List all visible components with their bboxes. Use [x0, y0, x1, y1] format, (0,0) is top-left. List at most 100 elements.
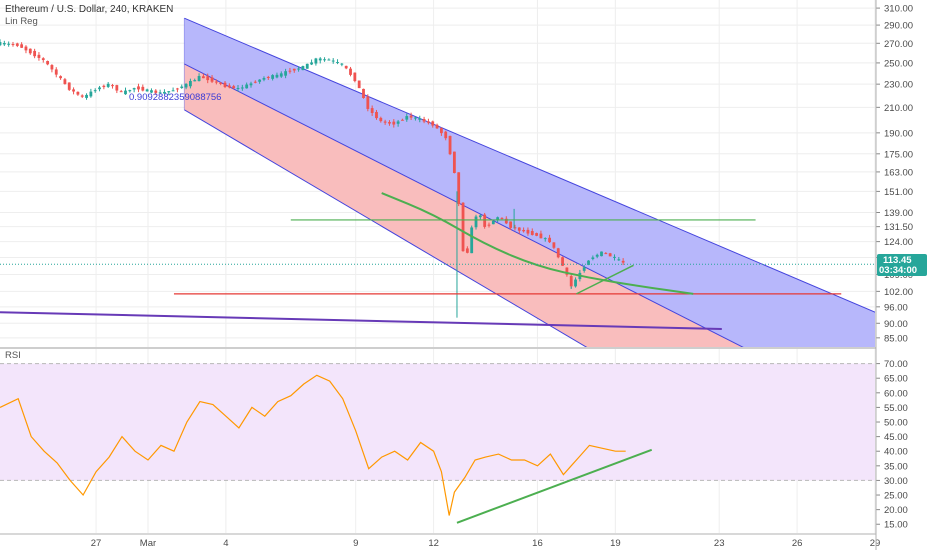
candle-body — [76, 91, 80, 95]
candle-body — [448, 135, 452, 155]
price-tick-label: 250.00 — [884, 58, 913, 69]
candle-body — [253, 81, 257, 83]
candle-body — [526, 229, 530, 234]
candle-body — [63, 79, 67, 85]
candle-body — [431, 121, 435, 126]
candle-body — [604, 253, 608, 255]
candle-body — [621, 260, 625, 263]
candle-body — [418, 118, 422, 120]
candle-body — [569, 276, 573, 287]
candle-body — [608, 253, 612, 257]
indicator-label: Lin Reg — [5, 16, 38, 27]
candle-body — [180, 86, 184, 89]
candle-body — [548, 237, 551, 243]
price-tick-label: 163.00 — [884, 167, 913, 178]
price-tick-label: 270.00 — [884, 39, 913, 50]
price-tick-label: 85.00 — [884, 333, 908, 344]
candle-body — [7, 43, 11, 45]
rsi-tick-label: 60.00 — [884, 388, 908, 399]
candle-body — [232, 86, 236, 89]
candle-body — [513, 227, 517, 229]
candle-body — [11, 44, 15, 46]
candle-body — [600, 251, 603, 257]
candle-body — [509, 221, 513, 228]
time-tick-label: Mar — [140, 538, 156, 549]
candle-body — [115, 85, 119, 91]
candle-body — [539, 233, 543, 239]
candle-body — [336, 62, 339, 64]
time-tick-label: 4 — [223, 538, 228, 549]
rsi-series — [0, 374, 653, 524]
candle-body — [388, 122, 391, 124]
candle-body — [292, 68, 296, 71]
candle-body — [565, 267, 569, 275]
candle-body — [314, 58, 318, 64]
candle-body — [184, 83, 188, 88]
candle-body — [171, 90, 175, 92]
candle-body — [197, 76, 201, 82]
candle-body — [444, 131, 448, 139]
candle-body — [262, 78, 266, 80]
trendline-purple — [0, 311, 722, 331]
candle-body — [297, 68, 300, 70]
candle-body — [504, 218, 508, 224]
candle-body — [266, 76, 270, 78]
rsi-tick-label: 15.00 — [884, 520, 908, 531]
candle-body — [214, 81, 218, 83]
rsi-tick-label: 45.00 — [884, 432, 908, 443]
price-tick-label: 230.00 — [884, 80, 913, 91]
price-tick-label: 151.00 — [884, 187, 913, 198]
rsi-tick-label: 50.00 — [884, 418, 908, 429]
candle-body — [383, 121, 387, 123]
price-tick-label: 310.00 — [884, 4, 913, 15]
candle-body — [271, 75, 275, 79]
candle-body — [556, 248, 560, 258]
candle-body — [323, 59, 326, 61]
candle-body — [478, 215, 482, 218]
candle-body — [111, 85, 114, 87]
candle-body — [439, 128, 443, 134]
candle-body — [595, 254, 599, 257]
candle-body — [401, 119, 404, 121]
rsi-label: RSI — [5, 350, 21, 361]
candle-body — [543, 238, 547, 240]
candle-body — [435, 124, 439, 129]
time-tick-label: 29 — [870, 538, 881, 549]
candle-body — [128, 90, 132, 92]
time-tick-label: 26 — [792, 538, 803, 549]
candle-body — [106, 83, 110, 87]
candle-body — [223, 82, 227, 88]
candle-body — [392, 121, 396, 125]
candle-body — [132, 88, 136, 90]
candle-body — [405, 116, 409, 120]
candle-body — [41, 58, 45, 61]
candle-body — [0, 42, 2, 46]
candle-body — [141, 86, 145, 91]
candle-body — [158, 92, 162, 94]
symbol-title: Ethereum / U.S. Dollar, 240, KRAKEN — [5, 4, 173, 15]
rsi-tick-label: 35.00 — [884, 461, 908, 472]
candle-body — [80, 95, 84, 97]
candle-body — [427, 121, 430, 123]
candle-body — [487, 224, 491, 226]
candle-body — [2, 43, 6, 45]
time-tick-label: 16 — [532, 538, 543, 549]
rsi-tick-label: 65.00 — [884, 374, 908, 385]
arc-curve-green — [381, 192, 694, 295]
candle-body — [357, 80, 361, 89]
candle-body — [591, 257, 595, 259]
price-tick-label: 290.00 — [884, 21, 913, 32]
candle-body — [284, 71, 288, 76]
candle-body — [240, 87, 244, 89]
candle-body — [176, 88, 179, 90]
price-tick-label: 90.00 — [884, 319, 908, 330]
candle-body — [561, 257, 564, 266]
candle-body — [353, 72, 357, 82]
candle-body — [344, 65, 348, 69]
candle-body — [15, 43, 19, 46]
candle-body — [137, 86, 140, 90]
candle-body — [227, 85, 231, 88]
rsi-tick-label: 40.00 — [884, 447, 908, 458]
candle-body — [422, 119, 426, 122]
